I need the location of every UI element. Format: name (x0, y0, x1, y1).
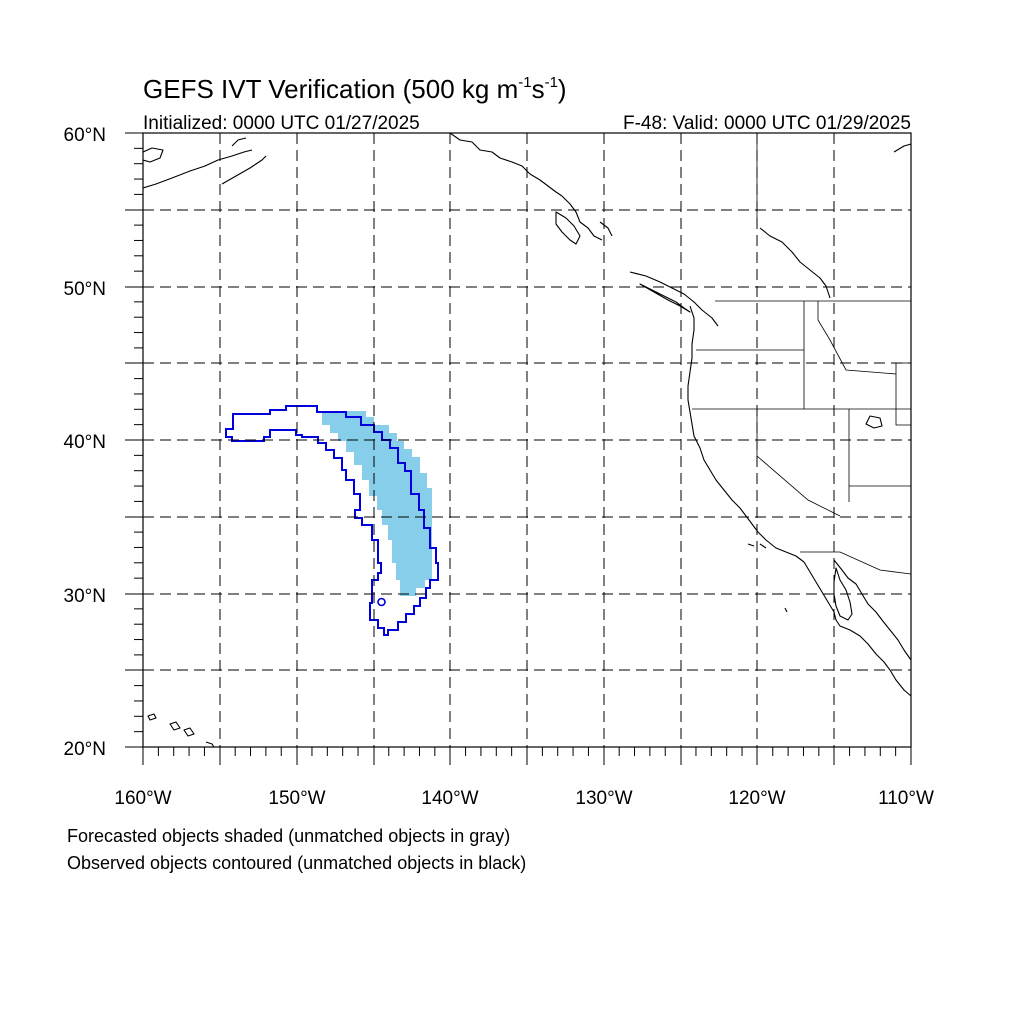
observed-object (225, 405, 439, 636)
caption-observed: Observed objects contoured (unmatched ob… (67, 853, 526, 873)
lon-label-110w: 110°W (878, 788, 934, 809)
lat-label-60n: 60°N (64, 125, 106, 146)
lon-label-150w: 150°W (268, 788, 325, 809)
figure-title: GEFS IVT Verification (500 kg m-1s-1) (143, 74, 567, 104)
lat-label-20n: 20°N (64, 739, 106, 760)
gridlines (143, 133, 911, 747)
caption-forecast: Forecasted objects shaded (unmatched obj… (67, 826, 510, 846)
forecast-object (322, 411, 432, 596)
lat-label-50n: 50°N (64, 279, 106, 300)
map-frame (142, 132, 912, 748)
lon-label-160w: 160°W (114, 788, 171, 809)
lon-label-120w: 120°W (728, 788, 785, 809)
observed-small-object (377, 597, 386, 607)
lon-label-140w: 140°W (421, 788, 478, 809)
lat-label-40n: 40°N (64, 432, 106, 453)
lat-label-30n: 30°N (64, 586, 106, 607)
political-borders (692, 133, 911, 575)
axis-ticks (125, 132, 912, 765)
initialized-time: Initialized: 0000 UTC 01/27/2025 (143, 113, 420, 134)
lon-label-130w: 130°W (575, 788, 632, 809)
valid-time: F-48: Valid: 0000 UTC 01/29/2025 (623, 113, 911, 134)
minor-ticks (134, 147, 897, 756)
coastlines (143, 133, 911, 747)
